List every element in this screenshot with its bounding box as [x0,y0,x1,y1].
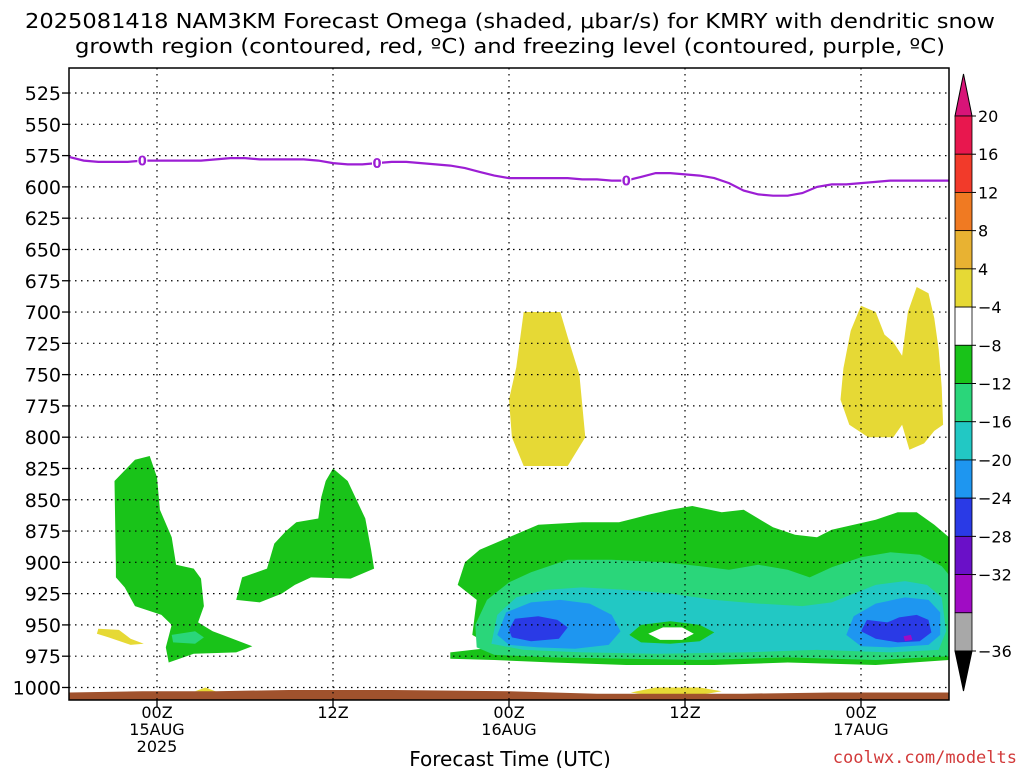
watermark: coolwx.com/modelts [833,748,1017,768]
y-tick-label-750: 750 [25,365,61,387]
y-tick-label-725: 725 [25,333,61,355]
colorbar-swatch-3 [954,230,973,270]
x-tick-label-0-2: 2025 [137,737,178,756]
x-axis-label: Forecast Time (UTC) [409,747,611,768]
y-tick-label-675: 675 [25,271,61,293]
freezing-level-label-2: 0 [622,175,631,190]
colorbar-label-3: 8 [978,222,988,241]
colorbar-label-4: 4 [978,260,988,279]
y-tick-label-800: 800 [25,427,61,449]
omega-region-18 [69,690,949,700]
omega-region-13 [648,627,694,640]
colorbar-label-13: −36 [978,642,1012,661]
omega-region-15 [861,614,932,643]
y-tick-label-925: 925 [25,584,61,606]
y-tick-label-850: 850 [25,490,61,512]
y-tick-label-775: 775 [25,396,61,418]
y-tick-label-625: 625 [25,208,61,230]
x-tick-label-2-0: 00Z [493,703,524,722]
colorbar-swatch-4 [954,268,973,308]
y-tick-label-525: 525 [25,83,61,105]
omega-region-5 [509,312,586,466]
freezing-level-contour: 0 0 0 [68,152,949,197]
y-tick-label-975: 975 [25,646,61,668]
freezing-label-bg-2 [621,172,632,189]
colorbar-swatch-2 [954,192,973,232]
colorbar-label-6: −8 [978,336,1002,355]
plot-fills [69,287,949,700]
omega-region-3 [96,628,144,645]
x-tick-label-0-1: 15AUG [129,720,184,739]
x-tick-label-3-0: 12Z [669,703,700,722]
colorbar-label-0: 20 [978,107,998,126]
y-tick-label-550: 550 [25,114,61,136]
freezing-label-bg-1 [372,155,382,172]
colorbar-top-arrow [954,73,973,117]
x-tick-label-1-0: 12Z [317,703,348,722]
colorbar-swatch-0 [954,115,973,155]
chart-title-line-2: growth region (contoured, red, ºC) and f… [75,34,945,58]
y-tick-label-600: 600 [25,177,61,199]
colorbar-label-2: 12 [978,183,998,202]
freezing-level-line [68,155,949,197]
omega-region-14 [509,616,568,642]
colorbar-swatch-13 [954,612,973,652]
colorbar-bottom-arrow [954,650,973,692]
colorbar-label-1: 16 [978,145,998,164]
omega-region-0 [114,456,253,663]
x-tick-label-4-1: 17AUG [833,720,888,739]
omega-region-2 [171,631,204,644]
colorbar-swatch-10 [954,497,973,537]
colorbar-label-8: −16 [978,413,1012,432]
x-tick-label-0-0: 00Z [141,703,172,722]
y-axis: 525 550 575 600 625 650 675 700 725 750 775 800 825 8… [13,83,69,699]
y-tick-label-575: 575 [25,146,61,168]
y-tick-label-650: 650 [25,239,61,261]
colorbar-swatch-1 [954,153,973,193]
y-tick-label-875: 875 [25,521,61,543]
colorbar: 20 16 12 8 4 −4 −8 −12 −16 −20 −24 −28 −32 −36 [954,73,1012,692]
colorbar-swatch-11 [954,535,973,575]
colorbar-label-9: −20 [978,451,1012,470]
colorbar-swatch-6 [954,344,973,384]
y-tick-label-900: 900 [25,552,61,574]
y-tick-label-1000: 1000 [13,677,61,699]
colorbar-label-10: −24 [978,489,1012,508]
omega-region-1 [236,468,375,603]
chart-title-line-1: 2025081418 NAM3KM Forecast Omega (shaded… [25,9,995,33]
colorbar-swatch-5 [954,306,973,346]
omega-region-16 [903,634,913,642]
colorbar-label-7: −12 [978,375,1012,394]
freezing-level-label-1: 0 [372,157,381,172]
colorbar-swatch-8 [954,421,973,461]
x-tick-label-4-0: 00Z [845,703,876,722]
x-tick-label-2-1: 16AUG [481,720,536,739]
colorbar-swatch-9 [954,459,973,499]
freezing-level-label-0: 0 [138,155,147,170]
omega-region-6 [840,287,944,450]
colorbar-swatch-7 [954,383,973,423]
colorbar-label-5: −4 [978,298,1002,317]
colorbar-label-11: −28 [978,527,1012,546]
freezing-label-bg-0 [137,152,148,169]
y-tick-label-825: 825 [25,458,61,480]
colorbar-swatch-12 [954,574,973,614]
y-tick-label-700: 700 [25,302,61,324]
y-tick-label-950: 950 [25,615,61,637]
colorbar-label-12: −32 [978,566,1012,585]
plot-grid [69,68,949,700]
